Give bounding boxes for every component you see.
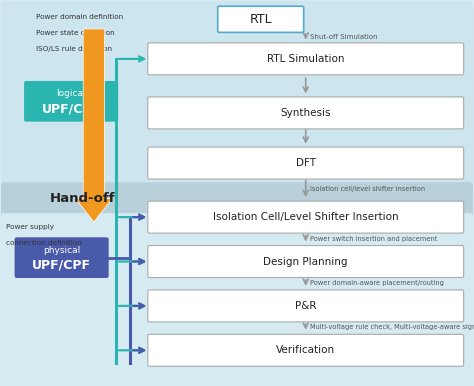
FancyBboxPatch shape xyxy=(15,237,109,278)
FancyBboxPatch shape xyxy=(148,201,464,233)
FancyBboxPatch shape xyxy=(148,334,464,366)
Text: Synthesis: Synthesis xyxy=(281,108,331,118)
Text: Power domain definition: Power domain definition xyxy=(36,14,123,20)
Text: Design Planning: Design Planning xyxy=(264,257,348,266)
Text: Shut-off Simulation: Shut-off Simulation xyxy=(310,34,377,40)
Text: ISO/LS rule definition: ISO/LS rule definition xyxy=(36,46,111,52)
Text: Power switch insertion and placement: Power switch insertion and placement xyxy=(310,235,437,242)
Text: connection definition: connection definition xyxy=(6,240,82,246)
FancyBboxPatch shape xyxy=(1,213,473,385)
FancyBboxPatch shape xyxy=(148,245,464,278)
FancyArrow shape xyxy=(76,29,112,222)
FancyBboxPatch shape xyxy=(148,147,464,179)
Text: Power state definition: Power state definition xyxy=(36,30,114,36)
Text: Isolation Cell/Level Shifter Insertion: Isolation Cell/Level Shifter Insertion xyxy=(213,212,399,222)
Text: UPF/CPF: UPF/CPF xyxy=(42,102,100,115)
FancyBboxPatch shape xyxy=(218,6,304,32)
Text: Multi-voltage rule check, Multi-voltage-aware sign-off verification: Multi-voltage rule check, Multi-voltage-… xyxy=(310,324,474,330)
FancyBboxPatch shape xyxy=(148,43,464,75)
Text: P&R: P&R xyxy=(295,301,317,311)
FancyBboxPatch shape xyxy=(1,1,473,196)
Text: Verification: Verification xyxy=(276,345,335,355)
Text: Power supply: Power supply xyxy=(6,224,54,230)
FancyBboxPatch shape xyxy=(148,97,464,129)
Text: logical: logical xyxy=(56,90,86,98)
Text: DFT: DFT xyxy=(296,158,316,168)
Text: RTL Simulation: RTL Simulation xyxy=(267,54,345,64)
Text: Power domain-aware placement/routing: Power domain-aware placement/routing xyxy=(310,280,444,286)
Text: Hand-off: Hand-off xyxy=(50,191,116,205)
FancyBboxPatch shape xyxy=(24,81,118,122)
Text: UPF/CPF: UPF/CPF xyxy=(32,259,91,271)
Text: Isolation cell/level shifter insertion: Isolation cell/level shifter insertion xyxy=(310,186,425,192)
FancyBboxPatch shape xyxy=(148,290,464,322)
FancyBboxPatch shape xyxy=(1,182,473,227)
Text: physical: physical xyxy=(43,246,80,255)
Text: RTL: RTL xyxy=(249,13,272,26)
